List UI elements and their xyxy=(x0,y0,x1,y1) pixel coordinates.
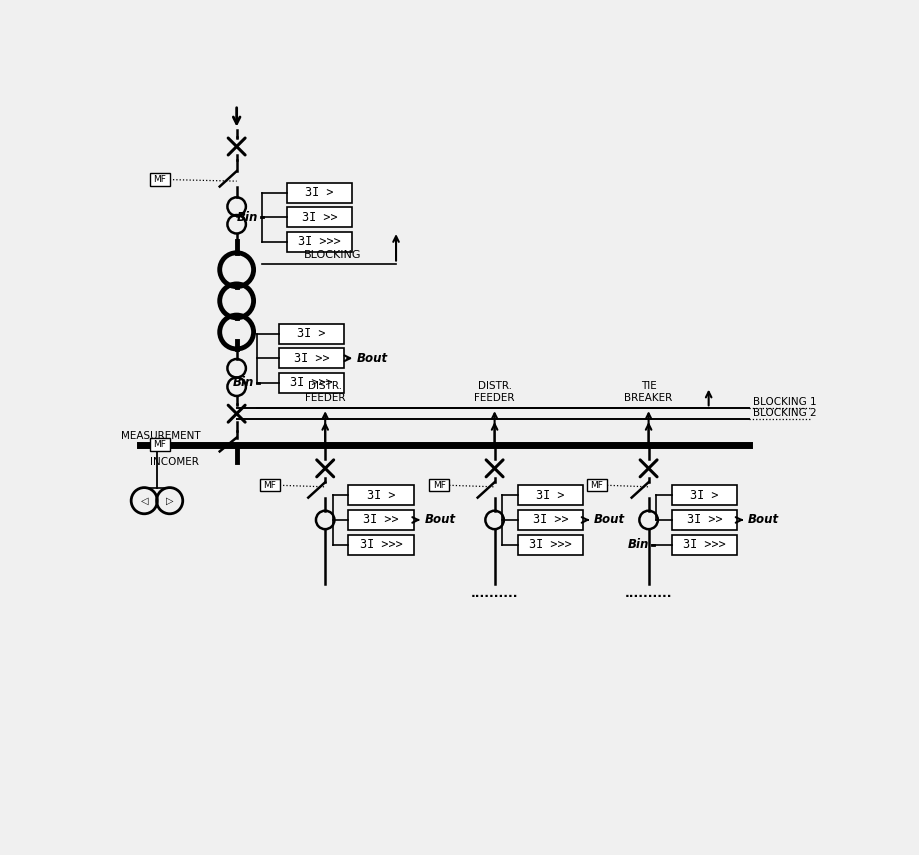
Text: BLOCKING 2: BLOCKING 2 xyxy=(752,408,815,417)
Bar xyxy=(517,510,583,530)
Bar xyxy=(278,348,344,369)
Text: TIE
BREAKER: TIE BREAKER xyxy=(624,381,672,403)
Text: MEASUREMENT: MEASUREMENT xyxy=(121,431,200,440)
Bar xyxy=(287,207,352,227)
Text: 3I >: 3I > xyxy=(305,186,334,199)
Text: DISTR.
FEEDER: DISTR. FEEDER xyxy=(304,381,345,403)
Bar xyxy=(287,183,352,203)
Text: ◁: ◁ xyxy=(141,496,148,505)
Text: Bout: Bout xyxy=(424,514,455,527)
Text: ..........: .......... xyxy=(471,587,517,599)
Text: ..........: .......... xyxy=(624,587,672,599)
Text: 3I >>>: 3I >>> xyxy=(682,538,725,551)
Text: MF: MF xyxy=(153,440,166,449)
Bar xyxy=(278,323,344,344)
Bar xyxy=(348,510,414,530)
Text: 3I >>: 3I >> xyxy=(686,514,721,527)
Bar xyxy=(287,232,352,252)
Bar xyxy=(278,373,344,393)
Text: MF: MF xyxy=(590,481,603,490)
Bar xyxy=(671,486,736,505)
Bar xyxy=(150,174,169,186)
Text: INCOMER: INCOMER xyxy=(150,457,199,467)
Text: 3I >: 3I > xyxy=(367,489,395,502)
Bar xyxy=(259,479,279,492)
Bar xyxy=(517,486,583,505)
Bar xyxy=(150,439,169,451)
Text: 3I >>: 3I >> xyxy=(293,351,329,365)
Text: 3I >>>: 3I >>> xyxy=(359,538,402,551)
Text: Bin: Bin xyxy=(236,211,258,224)
Text: 3I >: 3I > xyxy=(689,489,718,502)
Bar xyxy=(348,486,414,505)
Text: Bout: Bout xyxy=(594,514,624,527)
Text: BLOCKING: BLOCKING xyxy=(304,251,361,261)
Text: Bout: Bout xyxy=(747,514,778,527)
Text: 3I >>>: 3I >>> xyxy=(528,538,572,551)
Text: Bin: Bin xyxy=(233,376,254,389)
Text: MF: MF xyxy=(263,481,276,490)
Text: MF: MF xyxy=(432,481,445,490)
Text: MF: MF xyxy=(153,175,166,184)
Text: 3I >: 3I > xyxy=(536,489,564,502)
Text: 3I >>: 3I >> xyxy=(363,514,399,527)
Bar xyxy=(428,479,448,492)
Bar xyxy=(517,534,583,555)
Text: ▷: ▷ xyxy=(165,496,173,505)
Text: 3I >: 3I > xyxy=(297,327,325,340)
Text: 3I >>: 3I >> xyxy=(532,514,568,527)
Text: 3I >>>: 3I >>> xyxy=(290,376,333,389)
Text: BLOCKING 1: BLOCKING 1 xyxy=(752,397,815,407)
Text: Bin: Bin xyxy=(628,538,649,551)
Bar xyxy=(671,510,736,530)
Bar xyxy=(348,534,414,555)
Bar xyxy=(586,479,607,492)
Text: 3I >>: 3I >> xyxy=(301,211,337,224)
Bar xyxy=(671,534,736,555)
Text: Bout: Bout xyxy=(357,351,388,365)
Text: DISTR.
FEEDER: DISTR. FEEDER xyxy=(474,381,515,403)
Text: 3I >>>: 3I >>> xyxy=(298,235,340,249)
